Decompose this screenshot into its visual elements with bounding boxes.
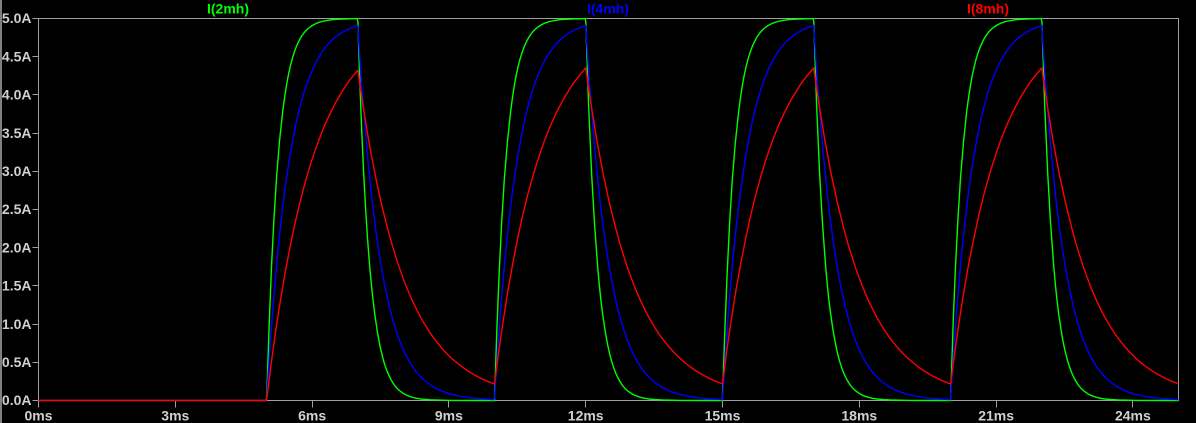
svg-text:24ms: 24ms — [1115, 408, 1151, 423]
svg-text:I(8mh): I(8mh) — [967, 1, 1009, 17]
svg-text:2.0A: 2.0A — [2, 239, 32, 255]
svg-text:0ms: 0ms — [24, 408, 52, 423]
svg-text:0.5A: 0.5A — [2, 354, 32, 370]
svg-text:4.0A: 4.0A — [2, 87, 32, 103]
svg-text:2.5A: 2.5A — [2, 201, 32, 217]
svg-text:1.0A: 1.0A — [2, 316, 32, 332]
svg-text:1.5A: 1.5A — [2, 278, 32, 294]
svg-text:18ms: 18ms — [841, 408, 877, 423]
svg-text:6ms: 6ms — [298, 408, 326, 423]
svg-text:15ms: 15ms — [705, 408, 741, 423]
svg-text:3.0A: 3.0A — [2, 163, 32, 179]
svg-text:21ms: 21ms — [978, 408, 1014, 423]
svg-text:I(2mh): I(2mh) — [207, 1, 249, 17]
svg-text:12ms: 12ms — [568, 408, 604, 423]
svg-text:0.0A: 0.0A — [2, 392, 32, 408]
svg-text:3ms: 3ms — [161, 408, 189, 423]
svg-text:3.5A: 3.5A — [2, 125, 32, 141]
svg-text:9ms: 9ms — [435, 408, 463, 423]
svg-text:5.0A: 5.0A — [2, 10, 32, 26]
svg-text:I(4mh): I(4mh) — [587, 1, 629, 17]
svg-text:4.5A: 4.5A — [2, 48, 32, 64]
